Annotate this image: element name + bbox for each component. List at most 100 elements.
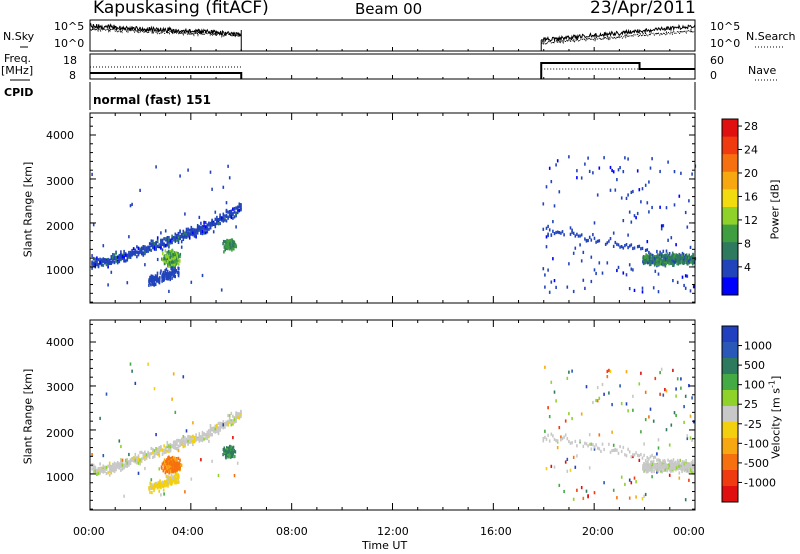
velocity-cell bbox=[693, 468, 696, 472]
power-cell bbox=[120, 254, 122, 258]
velocity-cell bbox=[169, 442, 172, 447]
velocity-cell bbox=[170, 462, 172, 466]
power-colorbar-swatch bbox=[722, 207, 738, 226]
power-cell bbox=[149, 278, 151, 282]
velocity-cell bbox=[153, 387, 156, 391]
power-cell bbox=[164, 237, 167, 241]
power-cell bbox=[193, 230, 196, 234]
power-cell bbox=[105, 259, 108, 264]
power-cell bbox=[625, 196, 628, 200]
velocity-cell bbox=[231, 454, 234, 459]
power-cell bbox=[162, 258, 164, 262]
velocity-cell bbox=[161, 448, 164, 452]
xtick-1600: 16:00 bbox=[480, 525, 512, 538]
velocity-cell bbox=[670, 459, 673, 463]
velocity-cell bbox=[622, 445, 625, 450]
velocity-cell bbox=[224, 425, 226, 429]
velocity-cell bbox=[139, 450, 141, 454]
velocity-cell bbox=[648, 463, 650, 467]
power-cell bbox=[196, 226, 199, 230]
power-cell bbox=[177, 257, 179, 261]
velocity-cell bbox=[688, 478, 690, 482]
power-cell bbox=[204, 231, 207, 235]
velocity-cell bbox=[632, 394, 634, 398]
power-cell bbox=[201, 229, 204, 233]
velocity-cell bbox=[676, 377, 679, 381]
power-cell bbox=[203, 224, 205, 228]
velocity-cell bbox=[160, 483, 162, 487]
velocity-cell bbox=[193, 435, 196, 440]
power-cell bbox=[678, 194, 681, 198]
power-cell bbox=[224, 240, 227, 244]
velocity-cell bbox=[134, 452, 137, 456]
velocity-cell bbox=[572, 455, 575, 459]
power-cell bbox=[232, 244, 234, 248]
power-cell bbox=[123, 256, 125, 260]
velocity-cell bbox=[163, 482, 165, 486]
velocity-cell bbox=[176, 480, 178, 484]
velocity-cell bbox=[665, 389, 668, 393]
power-cell bbox=[190, 232, 193, 236]
power-cell bbox=[163, 237, 165, 241]
power-cell bbox=[568, 262, 570, 266]
velocity-cell bbox=[611, 449, 613, 453]
velocity-cell bbox=[169, 445, 172, 449]
power-cell bbox=[596, 193, 599, 197]
power-cell bbox=[96, 263, 98, 267]
power-cell bbox=[156, 271, 159, 275]
velocity-cell bbox=[544, 435, 546, 439]
power-cell bbox=[185, 227, 188, 231]
velocity-cell bbox=[219, 421, 221, 425]
velocity-cell bbox=[579, 439, 581, 443]
power-cell bbox=[157, 277, 160, 281]
power-cell bbox=[676, 262, 678, 266]
velocity-cell bbox=[217, 421, 220, 425]
power-cell bbox=[94, 260, 97, 264]
velocity-cell bbox=[161, 462, 164, 466]
velocity-cell bbox=[177, 439, 180, 443]
velocity-cell bbox=[568, 370, 570, 374]
power-cell bbox=[148, 280, 151, 284]
velocity-cell bbox=[115, 462, 117, 466]
velocity-colorbar-tick-label: -25 bbox=[744, 418, 762, 431]
power-cell bbox=[598, 166, 601, 170]
power-cell bbox=[569, 226, 572, 230]
power-cell bbox=[162, 278, 165, 282]
velocity-cell bbox=[593, 491, 596, 495]
power-cell bbox=[687, 256, 690, 260]
power-cell bbox=[689, 245, 692, 249]
power-cell bbox=[123, 258, 125, 262]
velocity-cell bbox=[97, 472, 100, 476]
velocity-cell bbox=[217, 427, 220, 431]
power-cell bbox=[692, 258, 695, 262]
power-cell bbox=[636, 211, 639, 216]
power-cell bbox=[681, 253, 683, 258]
power-cell bbox=[129, 204, 132, 208]
velocity-cell bbox=[678, 471, 681, 475]
velocity-cell bbox=[669, 467, 672, 471]
power-cell bbox=[153, 280, 156, 284]
power-cell bbox=[206, 230, 209, 234]
power-cell bbox=[544, 285, 546, 289]
velocity-cell bbox=[137, 459, 140, 463]
velocity-cell bbox=[643, 469, 645, 473]
power-cell bbox=[179, 236, 181, 241]
velocity-cell bbox=[212, 426, 215, 430]
velocity-cell bbox=[105, 472, 108, 476]
power-cell bbox=[571, 230, 573, 234]
velocity-cell bbox=[674, 463, 677, 467]
power-cell bbox=[173, 260, 176, 264]
power-cell bbox=[223, 250, 225, 254]
velocity-cell bbox=[229, 449, 232, 453]
power-cell bbox=[662, 254, 665, 259]
power-cell bbox=[155, 165, 157, 169]
velocity-cell bbox=[596, 399, 599, 403]
velocity-colorbar-swatch bbox=[722, 438, 738, 455]
power-cell bbox=[641, 290, 644, 294]
power-cell bbox=[131, 202, 133, 206]
velocity-cell bbox=[124, 464, 127, 468]
power-cell bbox=[659, 169, 661, 174]
power-cell bbox=[689, 289, 692, 293]
velocity-cell bbox=[647, 459, 649, 463]
velocity-cell bbox=[94, 469, 97, 473]
